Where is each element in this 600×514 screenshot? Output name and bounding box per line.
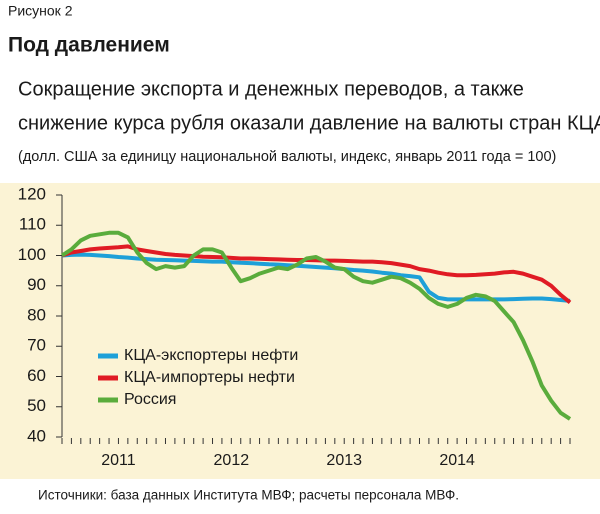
series-line (61, 244, 572, 304)
plot-panel (0, 183, 600, 479)
y-tick-label: 50 (27, 396, 46, 415)
legend-label: КЦА-экспортеры нефти (124, 347, 298, 364)
figure-label: Рисунок 2 (8, 3, 73, 19)
y-tick-label: 90 (27, 275, 46, 294)
y-tick-label: 40 (27, 426, 46, 445)
source: Источники: база данных Института МВФ; ра… (38, 488, 459, 503)
series-line (60, 230, 572, 421)
subtitle: Сокращение экспорта и денежных переводов… (18, 78, 524, 100)
series-line (61, 252, 571, 303)
y-tick-label: 120 (18, 184, 46, 203)
note: (долл. США за единицу национальной валют… (18, 149, 556, 165)
y-tick-label: 110 (19, 215, 46, 234)
x-tick-label: 2014 (439, 452, 475, 469)
y-tick-label: 70 (27, 336, 46, 355)
legend-label: КЦА-импортеры нефти (124, 369, 295, 386)
y-tick-label: 80 (27, 305, 46, 324)
y-tick-label: 100 (18, 245, 46, 264)
x-tick-label: 2012 (214, 452, 250, 469)
x-tick-label: 2011 (101, 452, 136, 469)
y-tick-label: 60 (27, 366, 46, 385)
chart-title: Под давлением (8, 34, 170, 57)
legend-label: Россия (124, 391, 176, 408)
subtitle: снижение курса рубля оказали давление на… (18, 112, 600, 134)
x-tick-label: 2013 (326, 452, 362, 469)
